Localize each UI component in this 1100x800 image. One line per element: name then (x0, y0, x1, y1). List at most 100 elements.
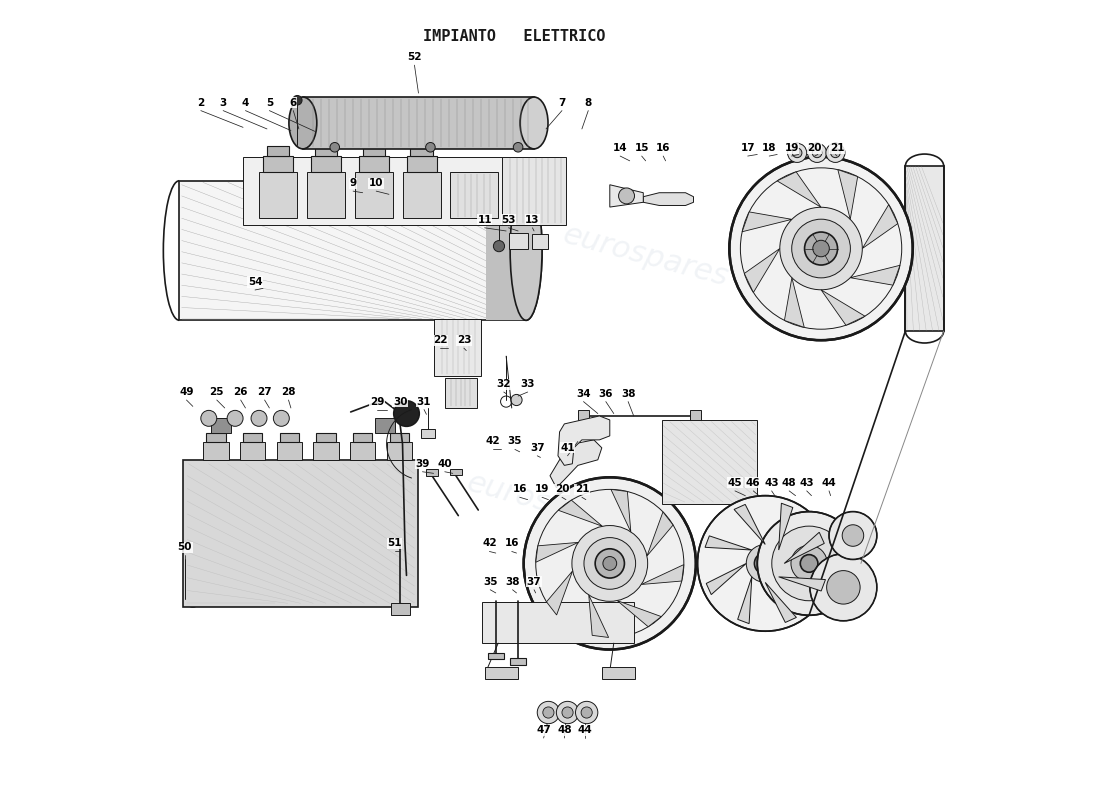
Circle shape (227, 410, 243, 426)
Text: 29: 29 (370, 397, 384, 406)
Text: 53: 53 (502, 215, 516, 225)
Circle shape (804, 232, 837, 265)
Bar (276, 442, 303, 460)
Polygon shape (550, 440, 602, 488)
Text: 48: 48 (557, 725, 572, 735)
Text: 43: 43 (764, 478, 779, 488)
Text: 4: 4 (242, 98, 249, 108)
Text: 9: 9 (350, 178, 356, 188)
Bar (450, 469, 462, 475)
Bar (179, 181, 526, 320)
Bar (363, 146, 385, 156)
Bar (421, 429, 436, 438)
Circle shape (575, 702, 597, 724)
Text: 25: 25 (209, 387, 224, 397)
Circle shape (791, 546, 827, 582)
Text: 35: 35 (483, 577, 497, 586)
Circle shape (729, 157, 913, 340)
Text: 32: 32 (496, 379, 512, 389)
Polygon shape (838, 170, 858, 219)
Text: 5: 5 (266, 98, 273, 108)
Bar (444, 378, 476, 408)
Bar (267, 146, 289, 156)
Circle shape (330, 142, 340, 152)
Text: 6: 6 (289, 98, 297, 108)
Text: 37: 37 (530, 443, 544, 453)
Bar (354, 172, 393, 218)
Polygon shape (644, 193, 693, 206)
Bar (508, 233, 528, 249)
Text: 45: 45 (727, 478, 742, 488)
Text: 20: 20 (807, 143, 822, 153)
Text: 7: 7 (559, 98, 565, 108)
Text: 48: 48 (782, 478, 796, 488)
Bar (434, 318, 481, 376)
Bar (503, 157, 565, 225)
Bar (204, 442, 229, 460)
Polygon shape (617, 601, 661, 626)
Bar (302, 97, 535, 149)
Circle shape (572, 526, 648, 602)
Circle shape (537, 702, 560, 724)
Polygon shape (784, 532, 824, 563)
Text: 2: 2 (197, 98, 205, 108)
Bar (184, 460, 418, 607)
Circle shape (826, 143, 845, 162)
Bar (243, 157, 558, 225)
Text: 40: 40 (438, 458, 452, 469)
Text: 19: 19 (784, 143, 799, 153)
Bar (532, 234, 549, 249)
Bar (905, 166, 944, 331)
Text: 46: 46 (746, 478, 760, 488)
Circle shape (595, 549, 625, 578)
Text: 35: 35 (508, 437, 522, 446)
Polygon shape (558, 416, 609, 466)
Circle shape (618, 188, 635, 204)
Circle shape (426, 142, 436, 152)
Circle shape (494, 241, 505, 252)
Text: eurospares: eurospares (464, 467, 636, 540)
Text: 50: 50 (177, 542, 192, 553)
Text: 21: 21 (574, 484, 590, 494)
Bar (691, 410, 702, 422)
Text: 22: 22 (432, 335, 448, 346)
Polygon shape (641, 565, 684, 585)
Polygon shape (647, 512, 673, 556)
Bar (258, 172, 297, 218)
Bar (279, 433, 299, 442)
Bar (450, 172, 498, 218)
Polygon shape (705, 536, 751, 550)
Text: 16: 16 (505, 538, 519, 549)
Bar (389, 433, 409, 442)
Text: 27: 27 (257, 387, 272, 397)
Text: eurospares: eurospares (560, 221, 732, 293)
Polygon shape (547, 571, 573, 615)
Text: 18: 18 (762, 143, 777, 153)
Polygon shape (734, 504, 766, 545)
Text: 38: 38 (505, 577, 520, 586)
Polygon shape (745, 249, 780, 293)
Bar (486, 181, 526, 320)
Circle shape (757, 512, 861, 615)
Ellipse shape (289, 97, 317, 149)
Circle shape (293, 95, 303, 105)
Text: 34: 34 (576, 389, 591, 398)
Text: 38: 38 (620, 389, 636, 398)
Polygon shape (706, 563, 746, 594)
Text: 13: 13 (525, 215, 540, 225)
Bar (718, 555, 733, 571)
Bar (207, 433, 226, 442)
Circle shape (274, 410, 289, 426)
Text: 14: 14 (613, 143, 627, 153)
Text: 11: 11 (477, 215, 492, 225)
Bar (578, 410, 590, 422)
Circle shape (510, 394, 522, 406)
Circle shape (826, 570, 860, 604)
Polygon shape (779, 577, 825, 591)
Bar (315, 146, 337, 156)
Bar (482, 602, 634, 643)
Bar (211, 418, 231, 433)
Circle shape (788, 143, 806, 162)
Ellipse shape (520, 97, 548, 149)
Text: 49: 49 (179, 387, 194, 397)
